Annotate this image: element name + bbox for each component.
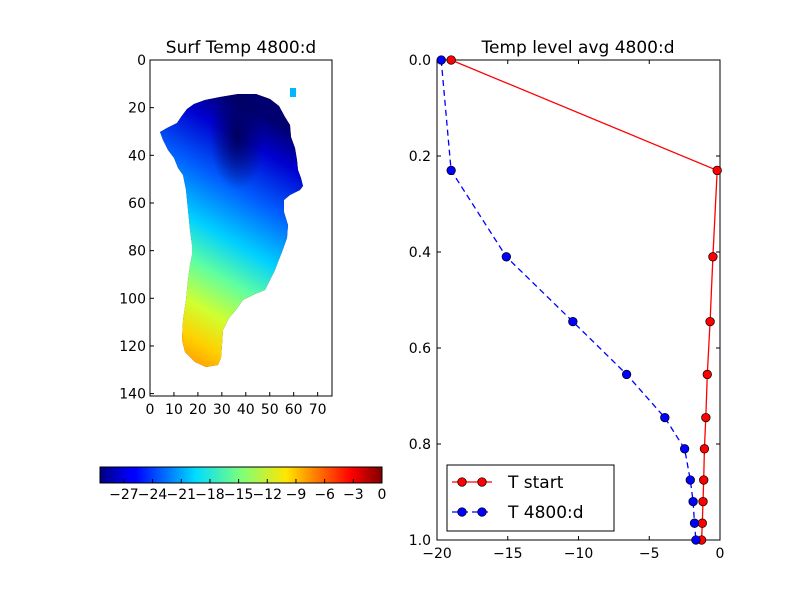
line-series-group	[436, 55, 722, 545]
series-point-t-4800-d	[621, 369, 632, 380]
heatmap-y-tick-label: 0	[137, 53, 146, 69]
line-y-tick-label: 1.0	[409, 533, 431, 549]
heatmap-x-ticks: 0 10 20 30 40 50 60 70	[146, 392, 327, 418]
series-point-t-start	[698, 496, 708, 507]
heatmap-title: Surf Temp 4800:d	[166, 38, 316, 58]
heatmap-x-tick-label: 0	[146, 402, 155, 418]
legend-box	[446, 464, 615, 532]
line-y-tick-label: 0.6	[409, 341, 431, 357]
line-y-tick-label: 0.2	[409, 149, 431, 165]
heatmap-image	[160, 88, 303, 367]
heatmap-y-tick-label: 40	[128, 148, 146, 164]
line-x-tick-label: 0	[716, 546, 725, 562]
colorbar-tick-label: −12	[253, 487, 283, 503]
series-point-t-start	[699, 444, 710, 454]
heatmap-y-tick-label: 100	[119, 291, 146, 307]
series-point-t-4800-d	[446, 165, 456, 176]
series-point-t-4800-d	[691, 535, 701, 545]
heatmap-y-tick-label: 60	[128, 196, 146, 212]
colorbar-tick-label: −15	[224, 487, 254, 503]
colorbar-tick-label: −6	[314, 487, 335, 503]
heatmap-x-tick-label: 50	[261, 402, 279, 418]
series-point-t-start	[702, 369, 712, 380]
line-x-tick-label: −15	[493, 546, 523, 562]
line-x-tick-label: −5	[639, 546, 660, 562]
heatmap-x-tick-label: 30	[213, 402, 231, 418]
colorbar-tick-label: 0	[378, 487, 387, 503]
heatmap-y-tick-label: 140	[119, 387, 146, 403]
colorbar-tick-label: −9	[286, 487, 307, 503]
heatmap-y-ticks: 0 20 40 60 80 100 120 140	[119, 53, 154, 403]
small-island	[290, 88, 296, 97]
heatmap-y-tick-label: 20	[128, 101, 146, 117]
line-x-tick-label: −20	[422, 546, 452, 562]
series-point-t-4800-d	[660, 412, 670, 423]
colorbar-tick-label: −18	[195, 487, 225, 503]
line-y-ticks: 0.0 0.2 0.4 0.6 0.8 1.0	[409, 53, 720, 549]
series-point-t-start	[708, 252, 718, 262]
legend-marker-t-start	[457, 477, 467, 487]
heatmap-x-tick-label: 70	[309, 402, 327, 418]
legend-marker-t-4800-2	[477, 507, 487, 517]
colorbar-tick-label: −21	[166, 487, 196, 503]
heatmap-axes-frame	[149, 59, 333, 397]
heatmap-x-tick-label: 20	[189, 402, 207, 418]
colorbar-tick-label: −27	[109, 487, 139, 503]
series-point-t-4800-d	[688, 496, 698, 507]
colorbar	[99, 466, 383, 484]
line-chart-title: Temp level avg 4800:d	[481, 38, 675, 58]
heatmap-x-tick-label: 10	[165, 402, 183, 418]
colorbar-ticks: −27 −24 −21 −18 −15 −12 −9 −6 −3 0	[109, 479, 386, 503]
legend: T start T 4800:d	[446, 464, 615, 532]
series-point-t-4800-d	[689, 518, 700, 528]
greenland-cold-core	[209, 94, 266, 191]
series-point-t-4800-d	[685, 475, 695, 485]
series-point-t-start	[712, 165, 722, 176]
heatmap-y-tick-label: 80	[128, 244, 146, 260]
line-x-tick-label: −10	[564, 546, 594, 562]
line-y-tick-label: 0.0	[409, 53, 431, 69]
heatmap-x-tick-label: 40	[237, 402, 255, 418]
heatmap-y-tick-label: 120	[119, 339, 146, 355]
series-point-t-start	[705, 316, 715, 327]
series-point-t-start	[446, 55, 456, 65]
series-point-t-start	[697, 518, 707, 528]
legend-label-t-4800: T 4800:d	[507, 503, 584, 523]
legend-marker-t-start-2	[477, 477, 487, 487]
heatmap-x-tick-label: 60	[285, 402, 303, 418]
series-point-t-4800-d	[568, 316, 578, 327]
colorbar-tick-label: −3	[343, 487, 364, 503]
series-point-t-4800-d	[436, 55, 446, 65]
legend-label-t-start: T start	[507, 473, 564, 493]
series-point-t-start	[701, 412, 711, 423]
line-x-ticks: −20 −15 −10 −5 0	[422, 60, 724, 562]
series-point-t-4800-d	[679, 444, 690, 454]
colorbar-tick-label: −24	[138, 487, 168, 503]
line-y-tick-label: 0.8	[409, 437, 431, 453]
series-point-t-start	[699, 475, 709, 485]
line-y-tick-label: 0.4	[409, 245, 431, 261]
legend-marker-t-4800	[457, 507, 467, 517]
series-point-t-4800-d	[501, 252, 511, 262]
